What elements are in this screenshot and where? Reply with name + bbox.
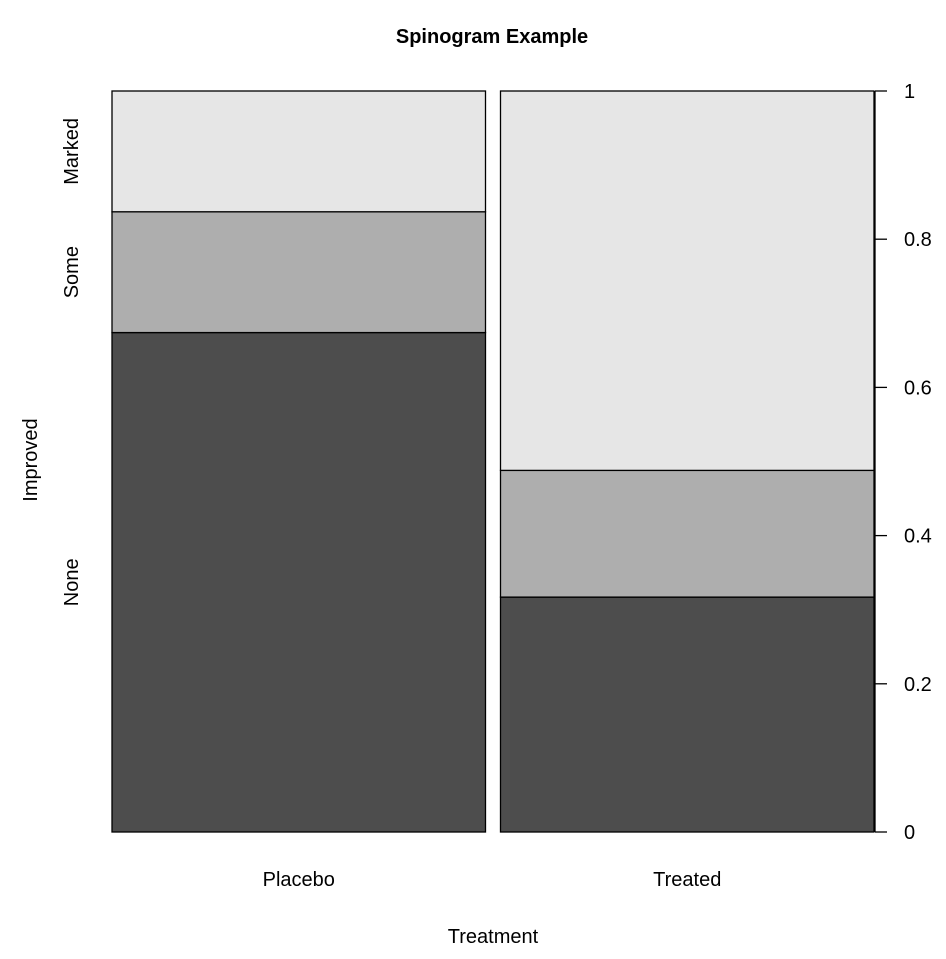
bar-placebo-none bbox=[111, 331, 487, 833]
right-axis-tick-label: 0.4 bbox=[904, 526, 932, 548]
left-level-label-some: Some bbox=[61, 246, 83, 298]
right-axis-tick-label: 0 bbox=[904, 822, 915, 844]
x-axis-title: Treatment bbox=[448, 926, 539, 948]
bar-placebo-some bbox=[111, 211, 487, 334]
chart-title: Spinogram Example bbox=[396, 26, 588, 48]
right-axis-tick-label: 1 bbox=[904, 81, 915, 103]
left-level-label-none: None bbox=[61, 558, 83, 606]
right-axis-tick-label: 0.8 bbox=[904, 229, 932, 251]
left-axis-labels: None Some Marked bbox=[61, 118, 83, 606]
bar-treated-marked bbox=[499, 90, 875, 472]
right-axis-tick-label: 0.6 bbox=[904, 377, 932, 399]
bar-treated-none bbox=[499, 596, 875, 833]
right-axis: 0 0.2 0.4 0.6 0.8 1 bbox=[874, 81, 932, 844]
x-tick-label-placebo: Placebo bbox=[263, 869, 335, 891]
y-axis-title: Improved bbox=[20, 418, 42, 501]
bars-group bbox=[111, 90, 875, 833]
x-tick-label-treated: Treated bbox=[653, 869, 721, 891]
x-axis-tick-labels: Placebo Treated bbox=[263, 869, 722, 891]
bar-placebo-marked bbox=[111, 90, 487, 213]
bar-treated-some bbox=[499, 469, 875, 598]
left-level-label-marked: Marked bbox=[61, 118, 83, 185]
right-axis-tick-label: 0.2 bbox=[904, 674, 932, 696]
